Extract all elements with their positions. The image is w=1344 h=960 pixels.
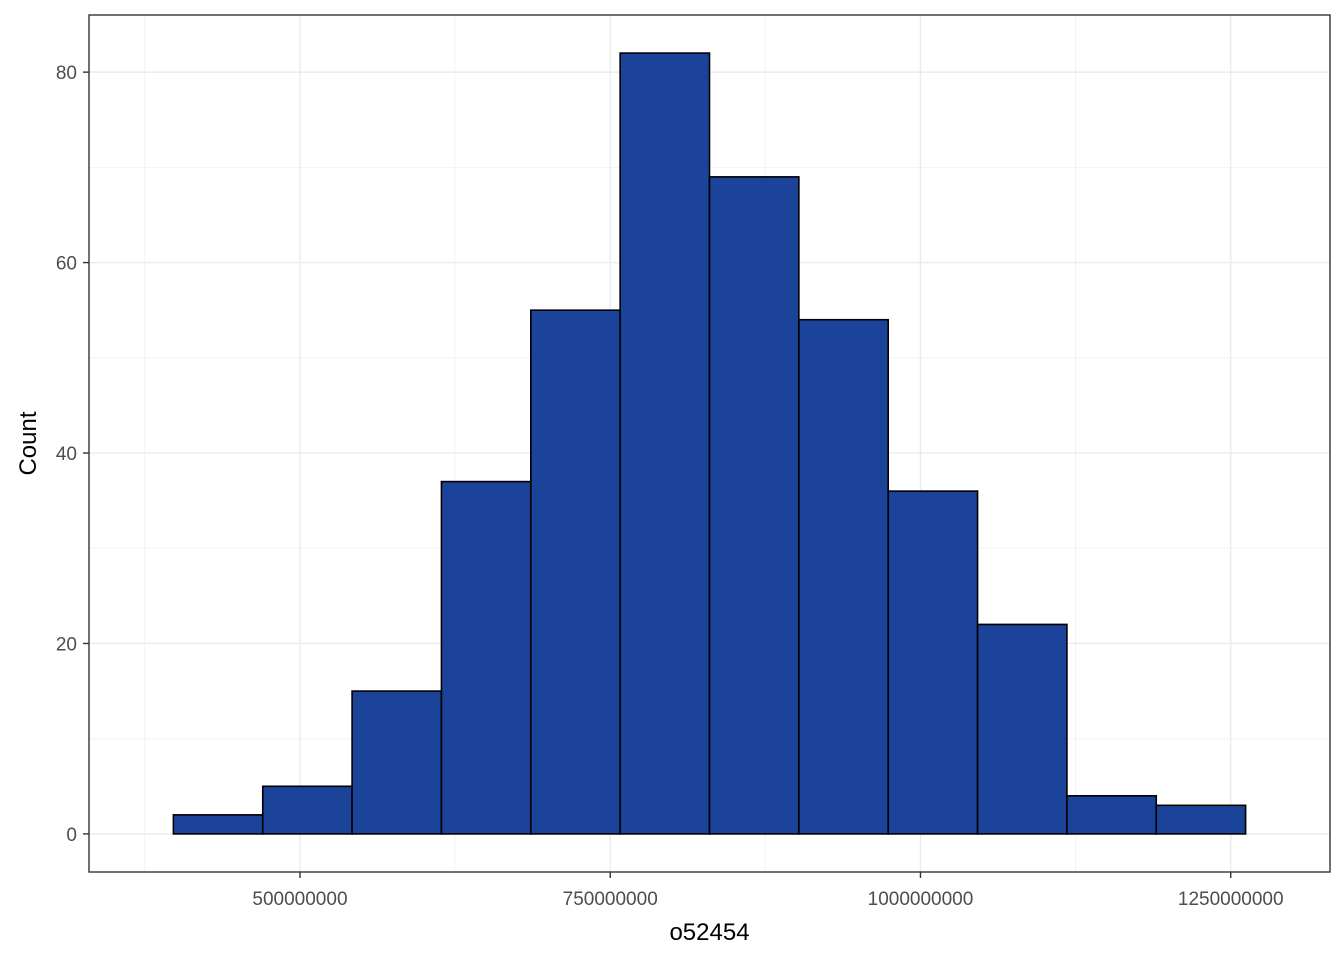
- plot-border: [88, 14, 1331, 873]
- x-tick-label: 1250000000: [1178, 889, 1284, 910]
- y-axis-ticks: 0 20 40 60 80: [56, 63, 89, 846]
- x-axis-title: o52454: [669, 919, 749, 946]
- x-tick-label: 500000000: [252, 889, 347, 910]
- histogram-bar: [261, 785, 353, 835]
- x-axis-ticks: 500000000 750000000 1000000000 1250000000: [252, 872, 1284, 910]
- histogram-bar: [172, 814, 264, 835]
- histogram-bar: [1066, 795, 1158, 835]
- y-tick-label: 40: [56, 444, 77, 465]
- histogram-bar: [708, 176, 800, 835]
- histogram-bar: [798, 318, 890, 835]
- y-axis-title: Count: [15, 411, 42, 475]
- y-tick-label: 80: [56, 63, 77, 84]
- y-tick-label: 60: [56, 254, 77, 275]
- histogram-bar: [529, 309, 621, 835]
- histogram-bar: [1155, 804, 1247, 835]
- histogram-bar: [976, 623, 1068, 835]
- x-tick-label: 1000000000: [868, 889, 974, 910]
- x-tick-label: 750000000: [563, 889, 658, 910]
- histogram-bar: [351, 690, 443, 835]
- histogram-bar: [619, 52, 711, 835]
- histogram-bar: [440, 480, 532, 835]
- y-tick-label: 20: [56, 634, 77, 655]
- histogram-bars: [172, 52, 1247, 835]
- histogram-bar: [887, 490, 979, 835]
- y-tick-label: 0: [66, 825, 77, 846]
